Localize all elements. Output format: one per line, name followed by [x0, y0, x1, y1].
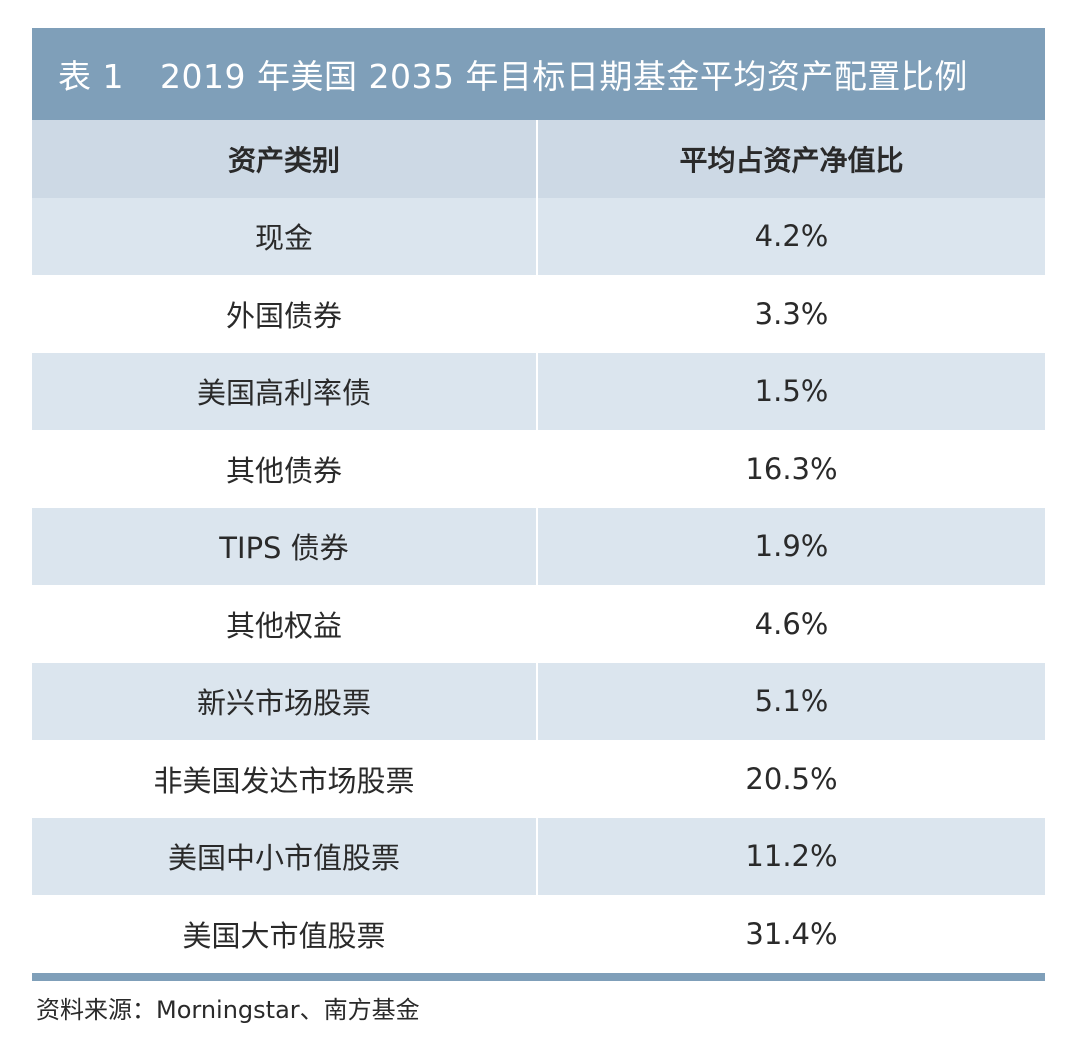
value-cell: 11.2%	[745, 839, 838, 874]
value-cell: 5.1%	[754, 684, 829, 719]
allocation-table: 表 1 2019 年美国 2035 年目标日期基金平均资产配置比例 资产类别 平…	[32, 28, 1045, 981]
category-cell: 其他权益	[32, 585, 538, 663]
table-body: 资产类别 平均占资产净值比 现金 4.2% 外国债券 3.3% 美国高利率债 1…	[32, 120, 1045, 973]
value-cell: 4.2%	[754, 219, 829, 254]
category-cell: 新兴市场股票	[32, 662, 538, 740]
table-number: 表 1	[58, 57, 124, 96]
table-header-row: 资产类别 平均占资产净值比	[32, 120, 1045, 198]
category-cell: 美国高利率债	[32, 352, 538, 430]
table-row: 非美国发达市场股票 20.5%	[32, 740, 1045, 818]
category-cell: 外国债券	[32, 275, 538, 353]
table-row: 现金 4.2%	[32, 197, 1045, 275]
table-row: 美国高利率债 1.5%	[32, 352, 1045, 430]
category-cell: 美国中小市值股票	[32, 817, 538, 895]
column-header-category: 资产类别	[32, 120, 538, 198]
value-cell: 1.5%	[754, 374, 829, 409]
source-note: 资料来源：Morningstar、南方基金	[36, 996, 420, 1024]
category-cell: 现金	[32, 197, 538, 275]
value-cell: 1.9%	[754, 529, 829, 564]
table-title: 2019 年美国 2035 年目标日期基金平均资产配置比例	[160, 57, 968, 96]
category-cell: 其他债券	[32, 430, 538, 508]
value-cell: 4.6%	[754, 606, 829, 641]
table-row: 美国大市值股票 31.4%	[32, 895, 1045, 973]
table-bottom-rule	[32, 972, 1045, 981]
table-row: TIPS 债券 1.9%	[32, 507, 1045, 585]
value-cell: 16.3%	[745, 451, 838, 486]
table-row: 其他债券 16.3%	[32, 430, 1045, 508]
value-cell: 31.4%	[745, 916, 838, 951]
table-row: 美国中小市值股票 11.2%	[32, 817, 1045, 895]
value-cell: 3.3%	[754, 296, 829, 331]
category-cell: 非美国发达市场股票	[32, 740, 538, 818]
table-row: 其他权益 4.6%	[32, 585, 1045, 663]
category-cell: TIPS 债券	[32, 507, 538, 585]
column-header-value: 平均占资产净值比	[679, 143, 904, 177]
table-title-bar: 表 1 2019 年美国 2035 年目标日期基金平均资产配置比例	[32, 28, 1045, 120]
table-row: 外国债券 3.3%	[32, 275, 1045, 353]
value-cell: 20.5%	[745, 761, 838, 796]
category-cell: 美国大市值股票	[32, 895, 538, 973]
table-row: 新兴市场股票 5.1%	[32, 662, 1045, 740]
